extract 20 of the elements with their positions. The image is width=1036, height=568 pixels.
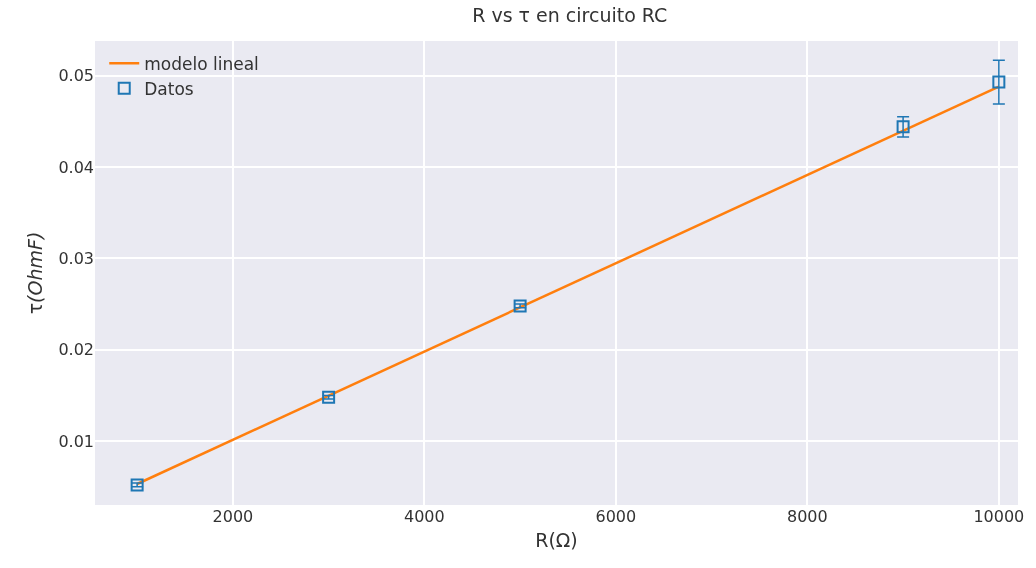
legend-label: modelo lineal [144,53,259,74]
chart-title: R vs τ en circuito RC [472,3,668,26]
y-tick-label: 0.02 [58,340,94,360]
point [896,120,910,134]
y-tick-label: 0.01 [58,431,94,451]
legend-label: Datos [144,78,194,99]
x-tick-label: 2000 [212,507,254,526]
x-tick-label: 10000 [973,507,1025,526]
y-tick-label: 0.03 [58,248,94,268]
y-tick-label: 0.05 [58,66,94,86]
x-tick-label: 4000 [404,507,445,526]
x-tick-label: 6000 [595,507,637,526]
point [513,299,527,313]
y-axis-title: τ(OhmF) [24,231,47,315]
y-tick-label: 0.04 [58,157,94,177]
point [130,478,144,492]
x-tick-label: 8000 [787,507,828,526]
point [322,390,336,404]
x-axis-title: R(Ω) [535,528,578,551]
point [992,75,1006,89]
